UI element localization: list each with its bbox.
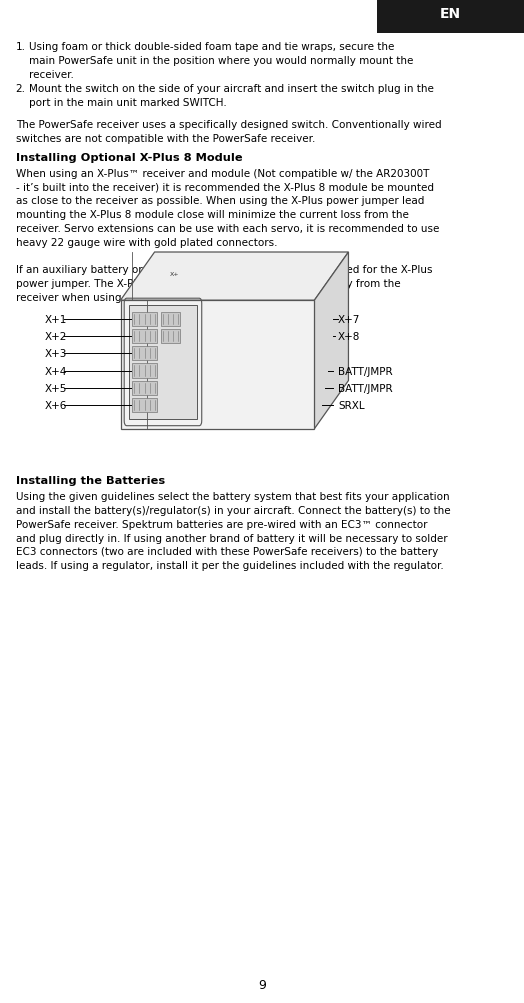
Text: receiver.: receiver. <box>29 70 74 80</box>
Text: X+2: X+2 <box>45 332 67 342</box>
Text: X+3: X+3 <box>45 349 67 359</box>
Text: as close to the receiver as possible. When using the X-Plus power jumper lead: as close to the receiver as possible. Wh… <box>16 197 424 207</box>
Bar <box>129 306 196 419</box>
Bar <box>132 364 157 378</box>
Text: port in the main unit marked SWITCH.: port in the main unit marked SWITCH. <box>29 98 226 108</box>
Text: 1.: 1. <box>16 42 26 52</box>
Text: Installing Optional X-Plus 8 Module: Installing Optional X-Plus 8 Module <box>16 152 242 162</box>
Text: mounting the X-Plus 8 module close will minimize the current loss from the: mounting the X-Plus 8 module close will … <box>16 210 409 220</box>
Polygon shape <box>314 253 348 429</box>
Text: X+8: X+8 <box>338 332 361 342</box>
Text: PowerSafe receiver. Spektrum batteries are pre-wired with an EC3™ connector: PowerSafe receiver. Spektrum batteries a… <box>16 520 427 530</box>
Text: leads. If using a regulator, install it per the guidelines included with the reg: leads. If using a regulator, install it … <box>16 561 443 571</box>
Text: Installing the Batteries: Installing the Batteries <box>16 475 165 485</box>
Bar <box>132 347 157 361</box>
Text: X+4: X+4 <box>45 366 67 376</box>
Text: 9: 9 <box>258 979 266 991</box>
Text: EN: EN <box>440 7 461 21</box>
Text: EC3 connectors (two are included with these PowerSafe receivers) to the battery: EC3 connectors (two are included with th… <box>16 547 438 557</box>
Polygon shape <box>121 301 314 429</box>
Bar <box>132 398 157 413</box>
Text: switches are not compatible with the PowerSafe receiver.: switches are not compatible with the Pow… <box>16 134 315 144</box>
Bar <box>132 313 157 327</box>
Text: X+5: X+5 <box>45 383 67 393</box>
Text: 2.: 2. <box>16 84 26 94</box>
Polygon shape <box>121 253 348 301</box>
Text: Using foam or thick double-sided foam tape and tie wraps, secure the: Using foam or thick double-sided foam ta… <box>29 42 394 52</box>
Text: receiver. Servo extensions can be use with each servo, it is recommended to use: receiver. Servo extensions can be use wi… <box>16 224 439 234</box>
Text: main PowerSafe unit in the position where you would normally mount the: main PowerSafe unit in the position wher… <box>29 56 413 66</box>
Text: X+: X+ <box>170 272 180 277</box>
Text: heavy 22 gauge wire with gold plated connectors.: heavy 22 gauge wire with gold plated con… <box>16 238 277 248</box>
Text: SRXL: SRXL <box>338 400 365 410</box>
Text: The PowerSafe receiver uses a specifically designed switch. Conventionally wired: The PowerSafe receiver uses a specifical… <box>16 120 441 130</box>
Text: BATT/JMPR: BATT/JMPR <box>338 383 392 393</box>
Bar <box>132 381 157 395</box>
Text: power jumper. The X-Plus 8 module can be mounted as far away from the: power jumper. The X-Plus 8 module can be… <box>16 279 400 289</box>
Text: X+6: X+6 <box>45 400 67 410</box>
Text: Using the given guidelines select the battery system that best fits your applica: Using the given guidelines select the ba… <box>16 491 450 502</box>
Text: receiver when using the auxiliary power option.: receiver when using the auxiliary power … <box>16 293 265 303</box>
Text: - it’s built into the receiver) it is recommended the X-Plus 8 module be mounted: - it’s built into the receiver) it is re… <box>16 183 434 193</box>
Text: and install the battery(s)/regulator(s) in your aircraft. Connect the battery(s): and install the battery(s)/regulator(s) … <box>16 506 450 516</box>
Text: X+1: X+1 <box>45 315 67 325</box>
Text: When using an X-Plus™ receiver and module (Not compatible w/ the AR20300T: When using an X-Plus™ receiver and modul… <box>16 169 429 179</box>
Bar <box>377 0 524 34</box>
Bar <box>161 330 180 344</box>
Text: BATT/JMPR: BATT/JMPR <box>338 366 392 376</box>
Text: Mount the switch on the side of your aircraft and insert the switch plug in the: Mount the switch on the side of your air… <box>29 84 434 94</box>
Bar <box>161 313 180 327</box>
Bar <box>132 330 157 344</box>
Text: X+7: X+7 <box>338 315 361 325</box>
Text: If an auxiliary battery or batteries are to be used there is no need for the X-P: If an auxiliary battery or batteries are… <box>16 265 432 275</box>
Text: and plug directly in. If using another brand of battery it will be necessary to : and plug directly in. If using another b… <box>16 533 447 543</box>
